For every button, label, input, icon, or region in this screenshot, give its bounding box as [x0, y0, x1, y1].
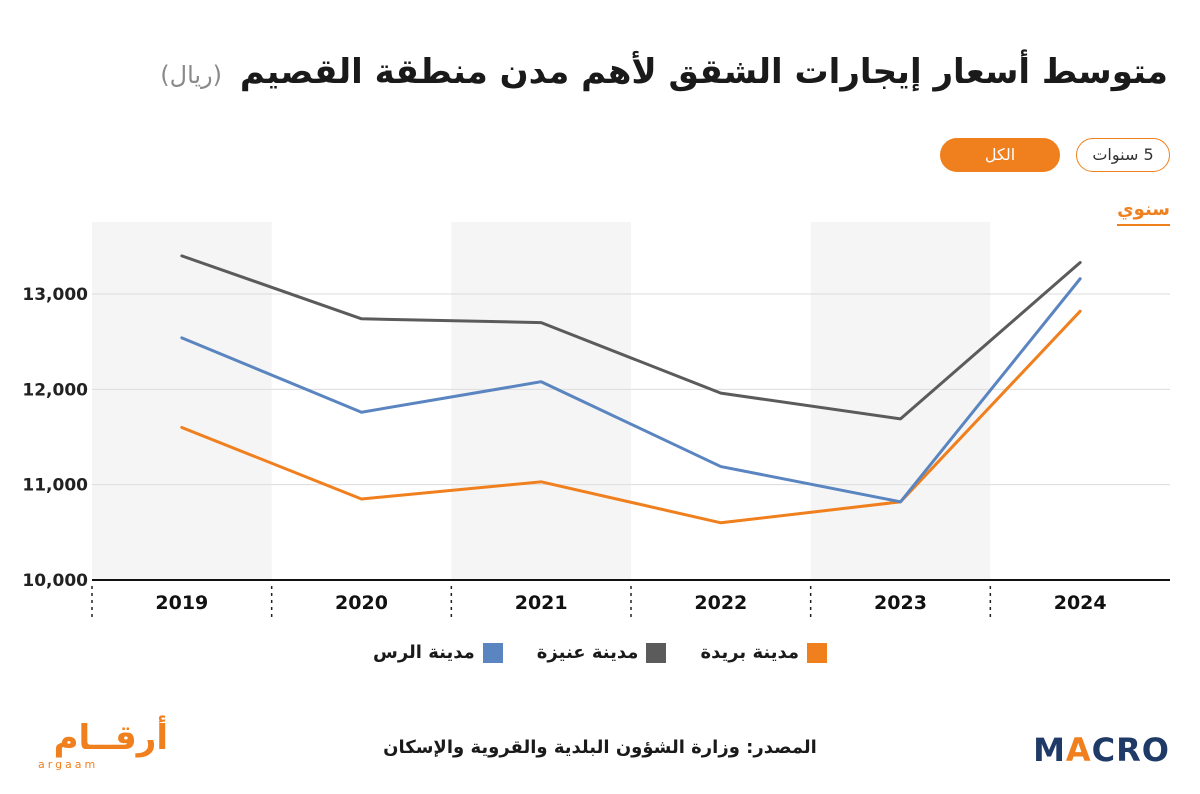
y-tick-label: 12,000 [22, 380, 88, 400]
chart-title-text: متوسط أسعار إيجارات الشقق لأهم مدن منطقة… [239, 52, 1168, 92]
period-filter-button[interactable]: 5 سنوات [1076, 138, 1170, 172]
y-tick-label: 10,000 [22, 571, 88, 591]
macro-logo: MACRO [1033, 731, 1170, 769]
unit-label: (ريال) [160, 61, 223, 89]
frequency-tab[interactable]: سنوي [1117, 199, 1170, 226]
legend-label: مدينة الرس [372, 642, 475, 663]
argaam-logo-latin: argaam [38, 758, 99, 771]
chart-title: متوسط أسعار إيجارات الشقق لأهم مدن منطقة… [160, 52, 1168, 92]
x-tick-label: 2020 [335, 592, 388, 614]
x-tick-label: 2023 [874, 592, 927, 614]
year-band [451, 222, 631, 580]
series-line [180, 309, 1082, 525]
legend-label: مدينة عنيزة [536, 642, 639, 663]
macro-logo-a: A [1065, 731, 1092, 769]
line-chart: 10,000 11,000 12,000 13,000 2019 2020 2021 2022… [22, 222, 1170, 620]
x-tick-label: 2019 [155, 592, 208, 614]
legend-label: مدينة بريدة [700, 642, 800, 663]
y-tick-label: 11,000 [22, 476, 88, 496]
argaam-logo: أرقــام argaam [28, 718, 168, 778]
legend-swatch [646, 642, 667, 663]
legend-swatch [482, 642, 503, 663]
x-tick-label: 2022 [694, 592, 747, 614]
year-band [810, 222, 991, 580]
macro-logo-rest: CRO [1091, 731, 1170, 769]
all-filter-button[interactable]: الكل [940, 138, 1060, 172]
year-band [92, 222, 272, 580]
macro-logo-m: M [1033, 731, 1066, 769]
series-line [180, 254, 1082, 421]
x-tick-label: 2024 [1054, 592, 1107, 614]
legend-item-rass: مدينة الرس [373, 642, 503, 663]
x-tick-label: 2021 [515, 592, 568, 614]
legend-swatch [807, 642, 828, 663]
argaam-logo-arabic: أرقــام [53, 718, 168, 758]
legend-item-unaizah: مدينة عنيزة [537, 642, 667, 663]
series-line [180, 277, 1082, 504]
legend-item-buraidah: مدينة بريدة [700, 642, 828, 663]
y-tick-label: 13,000 [22, 285, 88, 305]
legend: مدينة بريدة مدينة عنيزة مدينة الرس [0, 642, 1200, 663]
source-note: المصدر: وزارة الشؤون البلدية والقروية وا… [383, 737, 817, 758]
